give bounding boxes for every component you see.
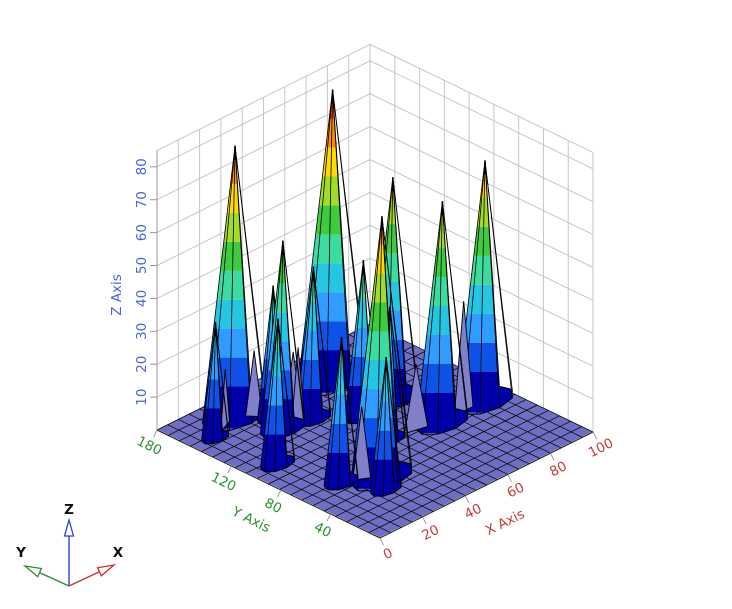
y-axis-tick xyxy=(276,489,282,498)
x-axis-tick-label: 20 xyxy=(419,522,442,544)
ridge-fold xyxy=(220,368,230,433)
x-axis-tick xyxy=(507,474,512,482)
ridge-fold xyxy=(404,364,429,435)
gizmo-x-arrow xyxy=(68,563,117,587)
x-axis-tick-label: 80 xyxy=(547,458,570,480)
cone-base-edge xyxy=(260,454,295,473)
wall-gridline-horizontal xyxy=(156,43,594,153)
ridge-fold xyxy=(352,406,372,481)
cone-mesh-lines xyxy=(369,357,402,497)
x-axis-tick xyxy=(592,431,598,440)
x-axis-tick-label: 60 xyxy=(505,480,528,502)
x-axis-tick xyxy=(549,452,555,461)
x-axis-tick xyxy=(422,516,427,525)
cone-mesh-lines xyxy=(350,216,413,492)
z-axis-tick-label: 40 xyxy=(134,290,150,307)
y-axis-tick xyxy=(227,465,232,474)
ridge-fold xyxy=(245,350,264,418)
z-axis-title: Z Axis xyxy=(109,274,125,316)
gizmo-y-arrow xyxy=(22,565,70,587)
z-axis-tick-label: 20 xyxy=(134,356,150,373)
z-axis-tick-label: 80 xyxy=(134,158,150,175)
cone-mesh-lines xyxy=(201,322,230,445)
z-axis: 10 20 30 40 50 60 70 80 Z Axis xyxy=(109,150,158,430)
cone-base-edge xyxy=(323,472,359,491)
cone-base-edge xyxy=(201,430,230,445)
z-axis-tick-label: 10 xyxy=(134,389,150,406)
gizmo-y-label: Y xyxy=(15,545,26,561)
z-axis-tick-label: 60 xyxy=(134,224,150,241)
z-axis-tick-label: 30 xyxy=(134,323,150,340)
orientation-gizmo: Z Y X xyxy=(15,502,124,587)
gizmo-x-label: X xyxy=(113,545,124,561)
y-axis-tick-label: 40 xyxy=(311,519,334,541)
gizmo-z-label: Z xyxy=(64,502,74,518)
gizmo-z-arrow xyxy=(63,517,75,586)
cone-mesh-lines xyxy=(455,160,513,415)
z-axis-tick-label: 70 xyxy=(134,191,150,208)
cone-mesh-lines xyxy=(294,266,332,427)
x-axis-tick xyxy=(379,537,385,546)
wall-gridline-horizontal xyxy=(156,60,594,170)
wall-gridline-horizontal xyxy=(156,93,594,203)
wall-gridline-horizontal xyxy=(156,126,594,236)
y-axis-tick xyxy=(326,513,331,522)
z-axis-tick-label: 50 xyxy=(134,257,150,274)
cone-base-edge xyxy=(369,480,402,497)
cone-mesh-lines xyxy=(260,318,295,473)
cone-mesh-lines xyxy=(323,336,359,491)
y-axis-tick-label: 80 xyxy=(262,495,285,517)
y-axis-tick xyxy=(153,429,158,438)
cone-mesh-lines xyxy=(415,201,468,435)
x-axis-tick xyxy=(464,495,470,503)
cone-base-edge xyxy=(415,408,468,435)
x-axis-tick-label: 40 xyxy=(462,501,485,523)
